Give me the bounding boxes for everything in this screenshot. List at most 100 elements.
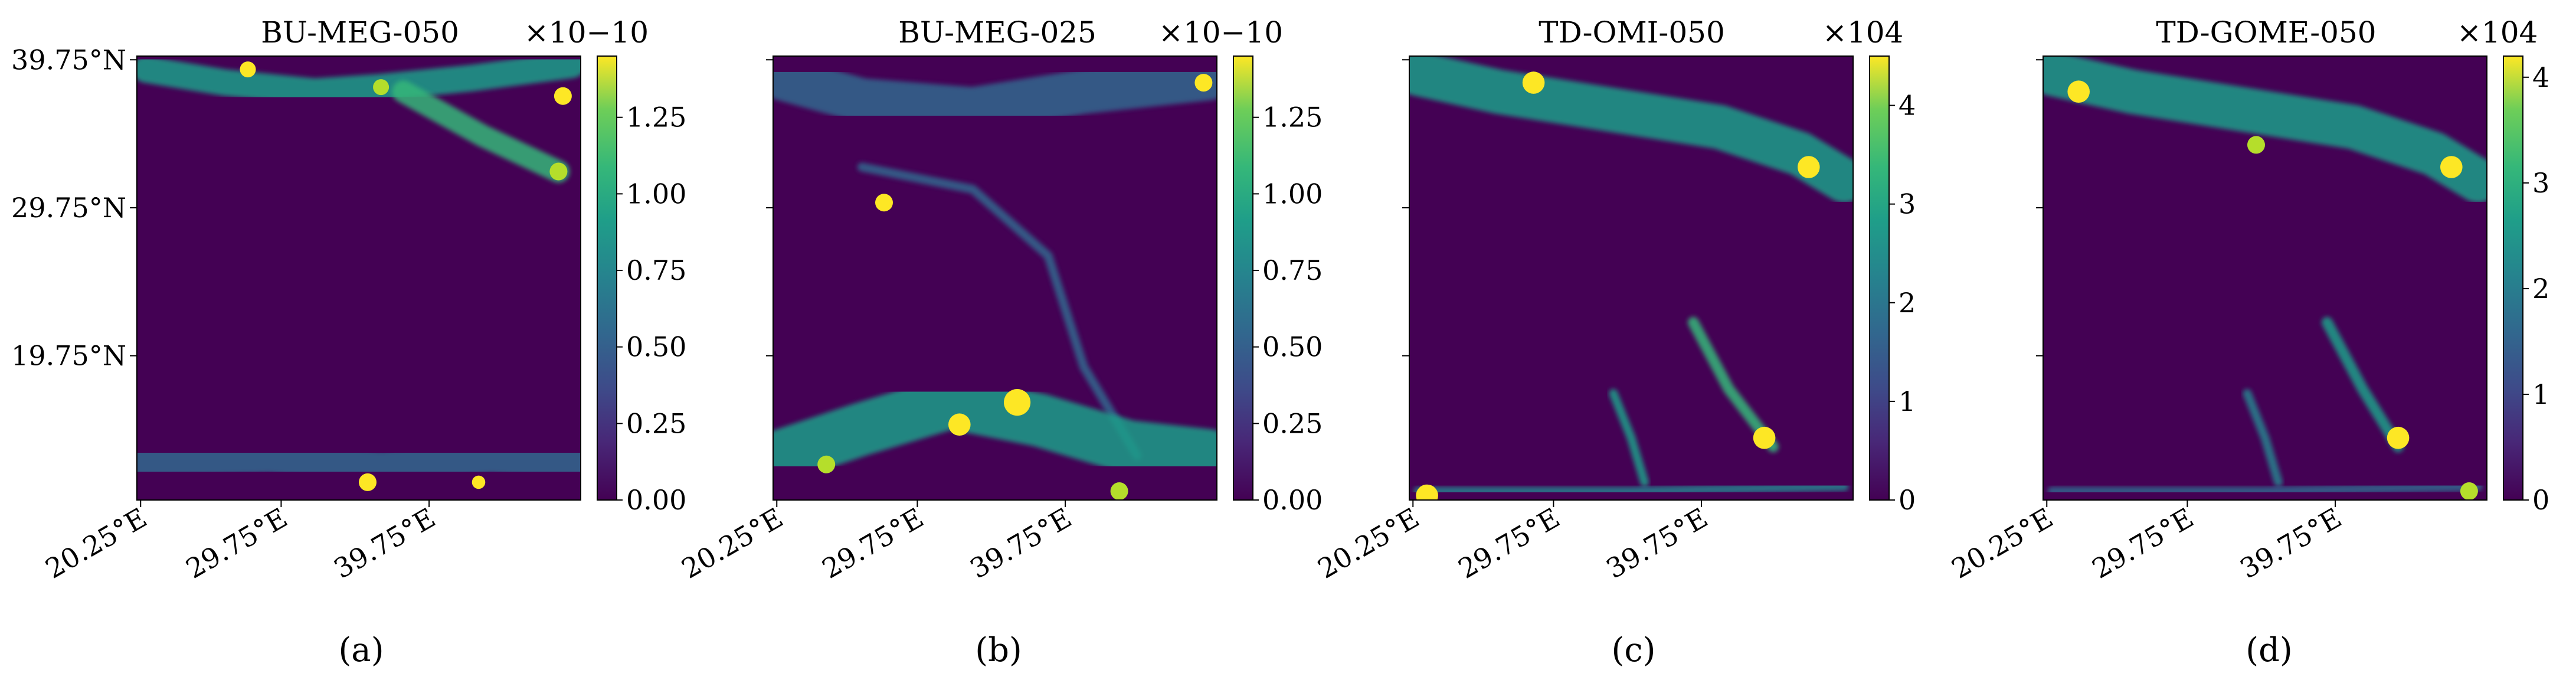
- colorbar-tick-label: 0: [2532, 484, 2549, 516]
- colorbar-tick-label: 1.25: [626, 102, 686, 133]
- x-tick-label: 20.25°E: [676, 502, 788, 585]
- emission-band: [1609, 389, 1649, 487]
- heatmap-field: [137, 56, 581, 500]
- emission-band: [2043, 56, 2487, 203]
- heatmap-field: [2043, 56, 2487, 500]
- x-tick-label: 29.75°E: [181, 502, 293, 585]
- colorbar-tick-label: 3: [1899, 188, 1916, 220]
- colorbar-tick-label: 1.00: [626, 178, 686, 210]
- x-tick-label: 39.75°E: [329, 502, 441, 585]
- heatmap-background: [137, 56, 581, 500]
- emission-band: [1687, 316, 1779, 453]
- emission-hotspot: [1416, 484, 1438, 500]
- emission-band: [2321, 316, 2404, 453]
- emission-hotspot: [240, 61, 256, 78]
- colorbar-tick-label: 1.25: [1262, 102, 1323, 133]
- colorbar-tick-label: 1: [2532, 378, 2549, 410]
- emission-hotspot: [373, 79, 389, 96]
- x-tick-label: 20.25°E: [1946, 502, 2058, 585]
- emission-hotspot: [1753, 426, 1776, 449]
- emission-band: [2243, 389, 2283, 487]
- emission-band: [137, 56, 581, 105]
- subfigure-label: (c): [1611, 631, 1655, 669]
- colorbar-tick-label: 0.00: [626, 484, 686, 516]
- panel-b: 20.25°E 29.75°E 39.75°E 0.00 0.25 0.50 0.75 1.0…: [676, 55, 1323, 585]
- plot-frame: [2043, 55, 2487, 501]
- colorbar-multiplier: ×10−10: [1158, 15, 1283, 50]
- subfigure-label: (a): [338, 631, 384, 669]
- colorbar: [1869, 55, 1890, 501]
- colorbar-multiplier: ×10−10: [524, 15, 649, 50]
- emission-hotspot: [817, 455, 836, 473]
- emission-hotspot: [948, 413, 971, 436]
- emission-band: [773, 375, 1217, 482]
- emission-hotspot: [2247, 136, 2265, 154]
- subfigure-label: (d): [2246, 631, 2293, 669]
- colorbar-tick-label: 1: [1899, 385, 1916, 417]
- emission-band: [137, 437, 581, 487]
- plot-frame: [136, 55, 581, 501]
- panel-title: BU-MEG-050: [261, 15, 459, 50]
- colorbar-tick-label: 0.25: [626, 407, 686, 439]
- plot-frame: [773, 55, 1217, 501]
- colorbar-tick-label: 0.50: [626, 331, 686, 363]
- x-tick-label: 29.75°E: [1453, 502, 1565, 585]
- heatmap-field: [773, 56, 1217, 500]
- emission-band: [857, 162, 1142, 460]
- emission-hotspot: [1004, 389, 1031, 416]
- colorbar-tick-label: 1.00: [1262, 178, 1323, 210]
- emission-hotspot: [2067, 80, 2090, 103]
- panel-title: BU-MEG-025: [898, 15, 1096, 50]
- colorbar-multiplier: ×104: [1822, 15, 1903, 50]
- emission-band: [2047, 482, 2483, 496]
- panel-title: TD-OMI-050: [1539, 15, 1725, 50]
- colorbar-tick-label: 3: [2532, 167, 2549, 199]
- subfigure-label: (b): [975, 631, 1022, 669]
- x-tick-label: 29.75°E: [2087, 502, 2199, 585]
- emission-band: [392, 80, 570, 183]
- emission-band: [773, 56, 1217, 132]
- heatmap-field: [1409, 56, 1853, 500]
- panel-d: 20.25°E 29.75°E 39.75°E 0 1 2 3 4: [1946, 55, 2549, 585]
- emission-hotspot: [1522, 71, 1545, 94]
- colorbar: [597, 55, 617, 501]
- colorbar-tick-label: 2: [2532, 273, 2549, 305]
- x-tick-label: 20.25°E: [40, 502, 152, 585]
- colorbar-tick-label: 0.75: [626, 254, 686, 286]
- colorbar-tick-label: 0.75: [1262, 254, 1323, 286]
- emission-hotspot: [359, 473, 377, 491]
- x-tick-label: 39.75°E: [1601, 502, 1713, 585]
- y-tick-label: 39.75°N: [11, 44, 126, 76]
- panel-a: 20.25°E 29.75°E 39.75°E 39.75°N 29.75°N 19.75…: [11, 44, 686, 584]
- emission-hotspot: [2460, 482, 2478, 500]
- colorbar: [2503, 55, 2523, 501]
- emission-hotspot: [554, 87, 572, 105]
- plot-frame: [1409, 55, 1854, 501]
- colorbar-tick-label: 0.50: [1262, 331, 1323, 363]
- colorbar-tick-label: 4: [1899, 90, 1916, 122]
- emission-hotspot: [472, 475, 486, 489]
- colorbar-tick-label: 0.00: [1262, 484, 1323, 516]
- colorbar-tick-label: 0.25: [1262, 407, 1323, 439]
- y-tick-label: 29.75°N: [11, 192, 126, 224]
- emission-hotspot: [2387, 426, 2410, 449]
- colorbar-tick-label: 0: [1899, 484, 1916, 516]
- emission-hotspot: [1798, 156, 1820, 178]
- emission-hotspot: [1194, 74, 1213, 92]
- colorbar-tick-label: 2: [1899, 287, 1916, 319]
- emission-hotspot: [2440, 156, 2463, 178]
- emission-hotspot: [875, 194, 893, 212]
- x-tick-label: 39.75°E: [965, 502, 1077, 585]
- panel-title: TD-GOME-050: [2156, 15, 2376, 50]
- x-tick-label: 39.75°E: [2235, 502, 2347, 585]
- x-tick-label: 20.25°E: [1312, 502, 1425, 585]
- colorbar: [1233, 55, 1253, 501]
- x-tick-label: 29.75°E: [817, 502, 929, 585]
- emission-band: [1413, 482, 1849, 496]
- emission-hotspot: [1110, 482, 1128, 500]
- emission-hotspot: [549, 162, 568, 181]
- colorbar-multiplier: ×104: [2457, 15, 2538, 50]
- y-tick-label: 19.75°N: [11, 340, 126, 372]
- colorbar-tick-label: 4: [2532, 61, 2549, 93]
